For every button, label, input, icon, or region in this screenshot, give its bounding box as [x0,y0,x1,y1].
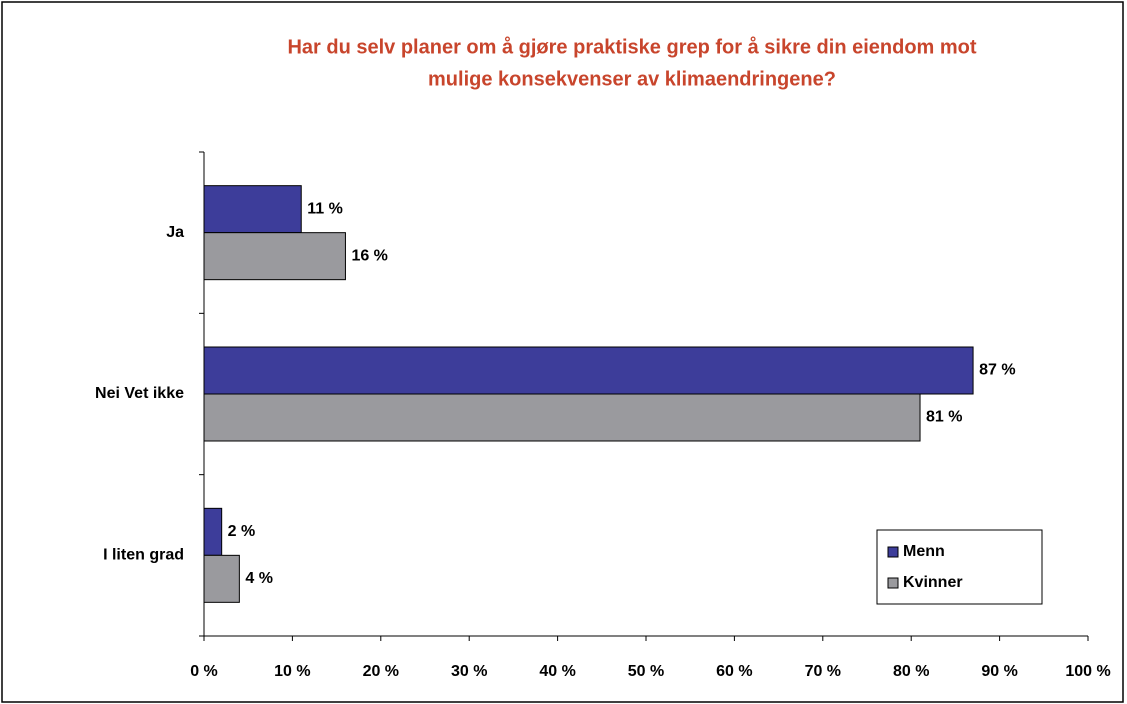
bar [203,185,302,234]
x-tick-label: 10 % [274,663,310,680]
legend-swatch [887,546,899,558]
bar [203,346,974,395]
y-tick-label: Nei Vet ikke [95,385,184,402]
bar [203,393,921,442]
x-tick-label: 70 % [805,663,841,680]
x-tick-label: 20 % [363,663,399,680]
bar [203,232,346,281]
x-tick-label: 80 % [893,663,929,680]
x-tick-label: 60 % [716,663,752,680]
x-tick-label: 90 % [981,663,1017,680]
y-tick-label: I liten grad [103,547,184,564]
x-tick-label: 100 % [1065,663,1110,680]
legend-label: Kvinner [903,574,963,591]
x-tick-label: 0 % [190,663,218,680]
value-label: 2 % [228,523,256,540]
chart-title: mulige konsekvenser av klimaendringene? [428,68,836,90]
value-label: 11 % [307,200,343,217]
legend-label: Menn [903,543,945,560]
x-tick-label: 40 % [539,663,575,680]
value-label: 4 % [245,570,273,587]
bar [203,554,240,603]
y-tick-label: Ja [166,224,184,241]
chart-title: Har du selv planer om å gjøre praktiske … [287,35,976,58]
bar [203,507,223,556]
x-tick-label: 50 % [628,663,664,680]
legend-swatch [887,577,899,589]
x-tick-label: 30 % [451,663,487,680]
value-label: 16 % [351,247,387,264]
value-label: 87 % [979,362,1015,379]
legend-box [876,529,1043,605]
value-label: 81 % [926,409,962,426]
